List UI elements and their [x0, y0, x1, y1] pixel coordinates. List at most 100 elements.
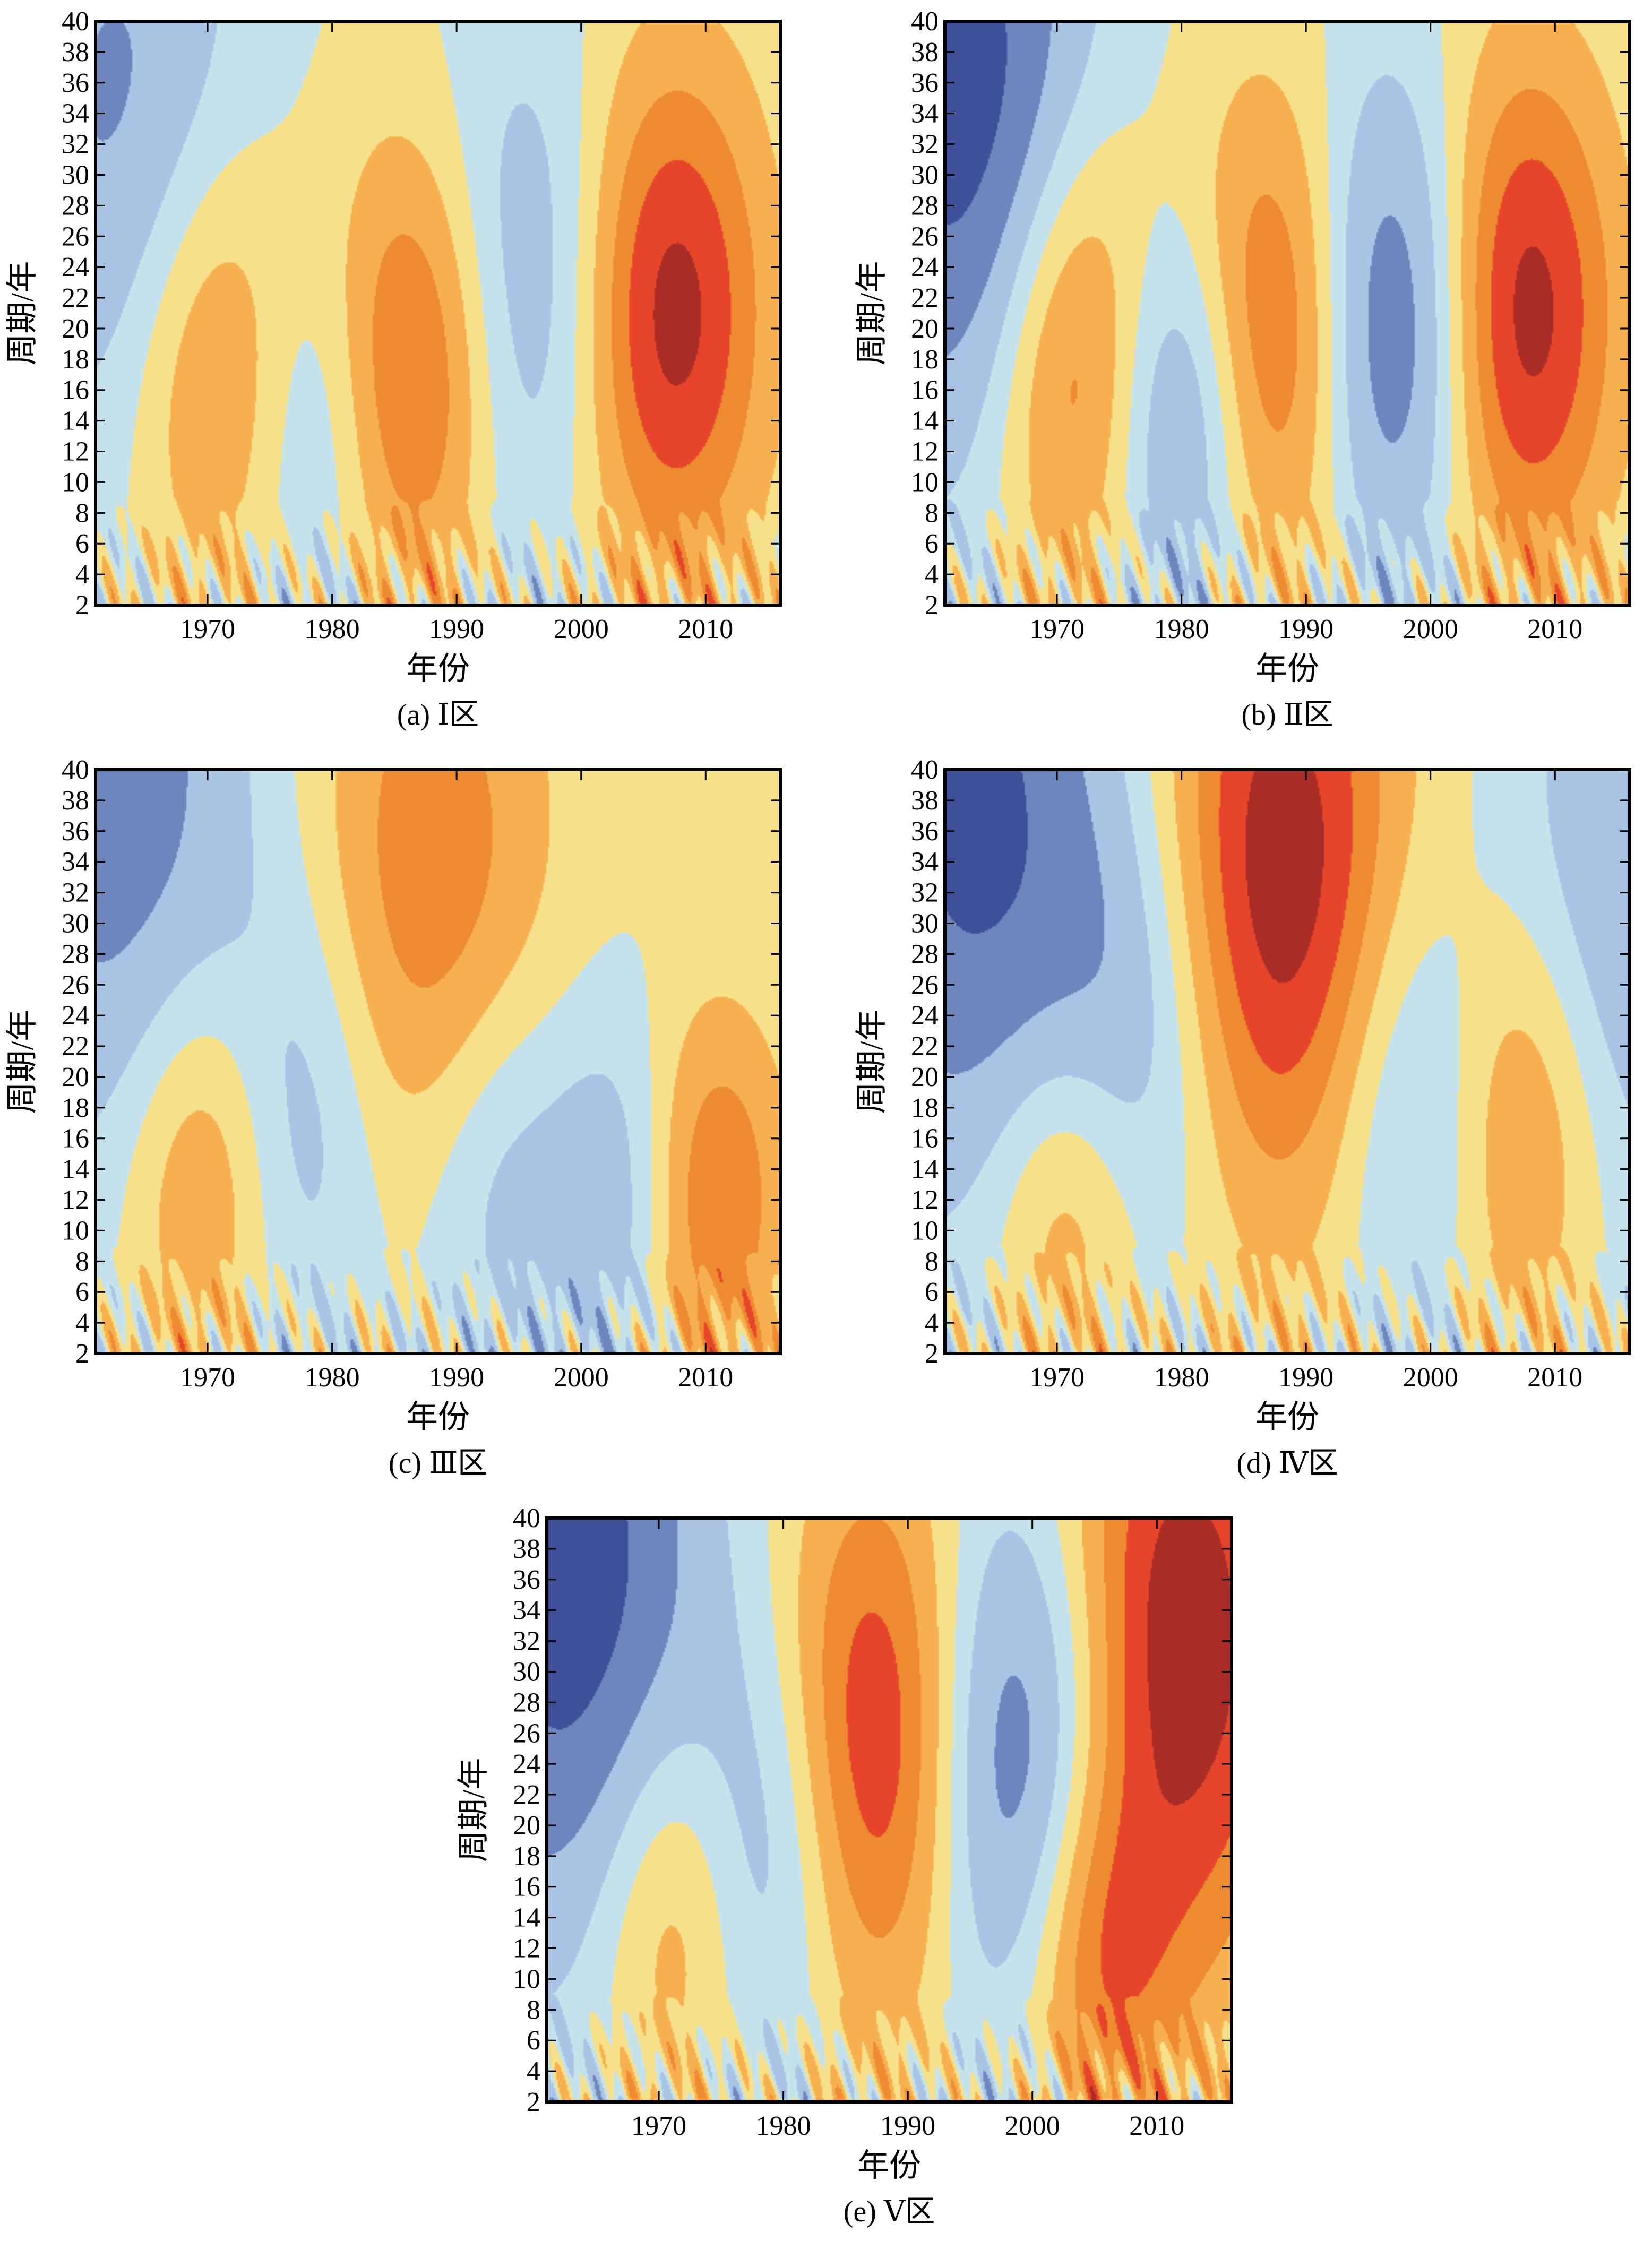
y-tick-label: 18	[513, 1841, 540, 1872]
heatmap-field	[945, 21, 1630, 605]
x-tick-label: 1980	[305, 1363, 360, 1393]
x-tick-label: 1980	[756, 2111, 811, 2141]
heatmap-field	[547, 1518, 1232, 2102]
y-tick-label: 20	[911, 314, 939, 344]
x-axis-title: 年份	[857, 2148, 921, 2183]
x-axis-title: 年份	[406, 651, 470, 686]
plot-frame	[943, 768, 1631, 1355]
panel-e: 2 4 6 8 10 12 14 16 18 20 22 24 26 28 30 32 34 36 38 40 1970…	[451, 1497, 1247, 2240]
y-tick-label: 32	[62, 130, 89, 160]
chart-svg: 2468101214161820222426283032343638401970…	[456, 1503, 1233, 2228]
y-tick-label: 28	[911, 939, 939, 969]
y-tick-label: 26	[911, 970, 939, 1000]
x-tick-label: 1980	[305, 614, 360, 644]
y-tick-label: 36	[513, 1565, 540, 1595]
x-axis-title: 年份	[1255, 1400, 1319, 1435]
panel-c: 2 4 6 8 10 12 14 16 18 20 22 24 26 28 30 32 34 36 38 40 1970…	[0, 748, 796, 1492]
y-tick-label: 10	[62, 1216, 89, 1246]
y-tick-label: 36	[62, 816, 89, 847]
y-tick-label: 2	[925, 1339, 939, 1369]
y-tick-label: 40	[513, 1503, 540, 1533]
y-tick-label: 6	[925, 529, 939, 559]
y-tick-label: 30	[62, 160, 89, 190]
chart-svg: 2468101214161820222426283032343638401970…	[854, 6, 1631, 731]
y-tick-label: 34	[62, 99, 89, 129]
y-tick-label: 20	[62, 1062, 89, 1092]
y-tick-label: 38	[911, 37, 939, 67]
y-tick-label: 26	[911, 221, 939, 252]
y-tick-label: 8	[75, 1246, 89, 1277]
x-tick-label: 2000	[1403, 1363, 1458, 1393]
y-tick-label: 12	[62, 437, 89, 467]
x-tick-label: 1970	[1029, 614, 1085, 644]
panel-caption: (e) Ⅴ区	[844, 2195, 935, 2228]
y-tick-label: 28	[62, 939, 89, 969]
y-tick-label: 30	[911, 908, 939, 938]
y-tick-label: 2	[925, 590, 939, 620]
y-tick-label: 26	[513, 1718, 540, 1748]
plot-frame	[943, 20, 1631, 607]
y-tick-label: 18	[62, 344, 89, 375]
y-tick-label: 38	[911, 786, 939, 816]
y-tick-label: 38	[513, 1534, 540, 1564]
x-tick-label: 1970	[631, 2111, 686, 2141]
y-tick-label: 24	[911, 1001, 939, 1031]
y-tick-label: 6	[75, 1277, 89, 1307]
y-tick-label: 4	[925, 559, 939, 590]
y-axis-title: 周期/年	[5, 1010, 40, 1114]
y-tick-label: 4	[527, 2056, 540, 2087]
y-tick-label: 14	[513, 1903, 540, 1933]
y-tick-label: 30	[513, 1657, 540, 1687]
y-tick-label: 14	[62, 1154, 89, 1185]
y-tick-label: 28	[62, 191, 89, 221]
plot-frame	[94, 20, 782, 607]
panel-caption: (a) Ⅰ区	[397, 699, 479, 731]
y-tick-label: 26	[62, 221, 89, 252]
y-tick-label: 8	[925, 498, 939, 528]
panel-d: 2 4 6 8 10 12 14 16 18 20 22 24 26 28 30 32 34 36 38 40 1970…	[849, 748, 1646, 1492]
x-tick-label: 2010	[678, 614, 733, 644]
x-tick-label: 2000	[1005, 2111, 1060, 2141]
y-tick-label: 34	[513, 1596, 540, 1626]
y-tick-label: 34	[911, 99, 939, 129]
y-tick-label: 18	[62, 1093, 89, 1123]
heatmap-field	[96, 770, 780, 1354]
x-tick-label: 1970	[180, 614, 235, 644]
plot-frame	[545, 1516, 1233, 2104]
x-tick-label: 2010	[678, 1363, 733, 1393]
panel-a: 2 4 6 8 10 12 14 16 18 20 22 24 26 28 30 32 34 36 38 40 1970…	[0, 0, 796, 743]
y-axis-title: 周期/年	[854, 1010, 889, 1114]
heatmap-field	[96, 21, 780, 605]
chart-svg: 2468101214161820222426283032343638401970…	[5, 6, 782, 731]
y-tick-label: 32	[513, 1626, 540, 1657]
y-tick-label: 14	[911, 406, 939, 436]
x-tick-label: 1980	[1154, 614, 1209, 644]
y-tick-label: 16	[62, 1124, 89, 1154]
x-axis-title: 年份	[1255, 651, 1319, 686]
y-tick-label: 10	[513, 1964, 540, 1994]
y-tick-label: 36	[911, 68, 939, 98]
y-axis-title: 周期/年	[456, 1758, 491, 1863]
y-tick-label: 40	[62, 6, 89, 37]
y-tick-label: 16	[62, 375, 89, 406]
y-tick-label: 10	[911, 1216, 939, 1246]
y-axis-title: 周期/年	[5, 261, 40, 366]
y-tick-label: 24	[513, 1749, 540, 1779]
y-tick-label: 18	[911, 1093, 939, 1123]
y-tick-label: 10	[911, 467, 939, 497]
x-tick-label: 1990	[1278, 614, 1333, 644]
plot-frame	[94, 768, 782, 1355]
y-tick-label: 16	[911, 375, 939, 406]
heatmap-field	[945, 770, 1630, 1354]
y-tick-label: 22	[513, 1780, 540, 1810]
y-tick-label: 8	[925, 1246, 939, 1277]
y-tick-label: 36	[911, 816, 939, 847]
chart-svg: 2468101214161820222426283032343638401970…	[5, 755, 782, 1480]
y-tick-label: 12	[513, 1934, 540, 1964]
y-axis-title: 周期/年	[854, 261, 889, 366]
panel-b: 2 4 6 8 10 12 14 16 18 20 22 24 26 28 30 32 34 36 38 40 1970…	[849, 0, 1646, 743]
y-tick-label: 20	[911, 1062, 939, 1092]
y-tick-label: 24	[62, 1001, 89, 1031]
y-tick-label: 22	[62, 283, 89, 313]
y-tick-label: 28	[911, 191, 939, 221]
